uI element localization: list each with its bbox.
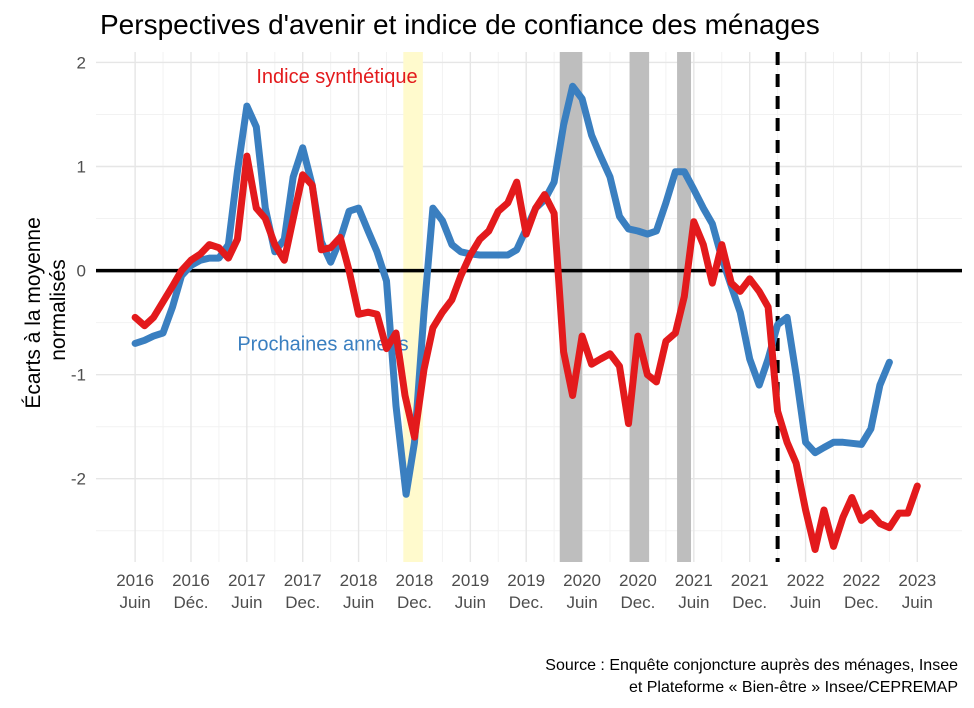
x-tick-label-month: Juin (455, 593, 486, 612)
x-tick-label-month: Juin (343, 593, 374, 612)
shaded-band (629, 52, 650, 562)
series-line-2 (131, 152, 921, 553)
x-tick-label-month: Juin (566, 593, 597, 612)
y-axis-label-line-2: normalisés (47, 259, 70, 361)
series-label-1: Prochaines années (237, 334, 408, 356)
x-tick-label-month: Juin (902, 593, 933, 612)
x-tick-label-year: 2023 (898, 571, 936, 590)
plot-area: Prochaines années Indice synthétique -2 -1 0… (71, 52, 962, 612)
x-tick-label-month: Juin (790, 593, 821, 612)
x-tick-label-month: Dec. (620, 593, 655, 612)
x-tick-label-month: Dec. (397, 593, 432, 612)
x-tick-label-year: 2021 (675, 571, 713, 590)
source-caption-line-2: et Plateforme « Bien-être » Insee/CEPREM… (629, 679, 958, 696)
x-tick-label-year: 2021 (731, 571, 769, 590)
shaded-band (559, 52, 583, 562)
x-tick-label-year: 2016 (172, 571, 210, 590)
series-line-1 (131, 82, 893, 498)
x-tick-label-year: 2022 (787, 571, 825, 590)
chart-title: Perspectives d'avenir et indice de confi… (100, 9, 820, 40)
x-tick-label-year: 2019 (507, 571, 545, 590)
y-tick-label: 1 (77, 157, 86, 176)
x-tick-label-year: 2020 (619, 571, 657, 590)
x-tick-label-month: Juin (231, 593, 262, 612)
x-tick-label-year: 2017 (228, 571, 266, 590)
y-axis-label-line-1: Écarts à la moyenne (22, 217, 45, 408)
x-tick-label-month: Juin (120, 593, 151, 612)
x-tick-label-year: 2016 (116, 571, 154, 590)
x-tick-label-month: Déc. (173, 593, 208, 612)
source-caption-line-1: Source : Enquête conjoncture auprès des … (545, 657, 958, 674)
x-tick-label-year: 2018 (340, 571, 378, 590)
x-tick-label-month: Juin (678, 593, 709, 612)
y-tick-label: -2 (71, 470, 86, 489)
x-tick-label-year: 2022 (843, 571, 881, 590)
x-tick-label-year: 2018 (396, 571, 434, 590)
x-tick-label-month: Dec. (285, 593, 320, 612)
y-tick-label: -1 (71, 366, 86, 385)
y-tick-label: 0 (77, 262, 86, 281)
y-tick-label: 2 (77, 53, 86, 72)
x-tick-label-month: Dec. (509, 593, 544, 612)
x-tick-label-month: Dec. (732, 593, 767, 612)
y-axis-label: Écarts à la moyenne normalisés (22, 211, 70, 408)
x-tick-label-year: 2017 (284, 571, 322, 590)
x-tick-label-year: 2019 (451, 571, 489, 590)
x-tick-label-month: Dec. (844, 593, 879, 612)
series-label-2: Indice synthétique (256, 66, 417, 88)
x-tick-label-year: 2020 (563, 571, 601, 590)
